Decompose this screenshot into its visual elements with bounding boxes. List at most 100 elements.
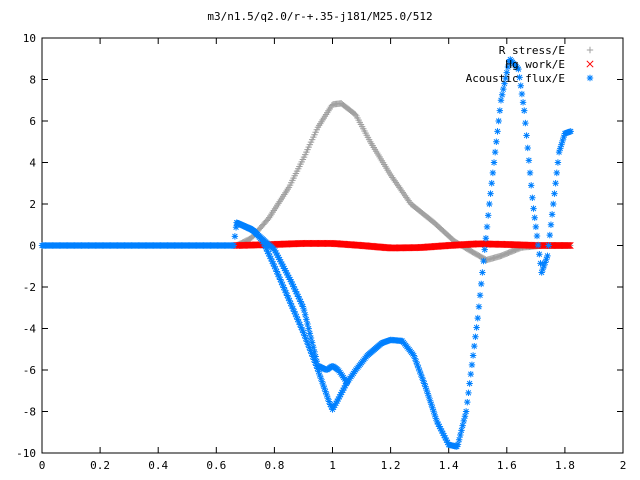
data-point [297, 324, 305, 331]
legend-label: Acoustic flux/E [466, 72, 565, 85]
data-point [552, 180, 559, 187]
data-point [483, 223, 491, 231]
data-point [559, 137, 566, 145]
y-tick-label: 10 [23, 32, 36, 45]
data-point [293, 290, 301, 298]
axes: 0 0.2 0.4 0.6 0.8 1 1.2 1.4 1.6 1.8 2 10 8 6 4 2 0 -2 -4 -6… [16, 32, 626, 472]
data-point [292, 310, 299, 318]
data-point [566, 241, 574, 250]
legend-marker [586, 74, 594, 82]
data-point [297, 298, 304, 305]
data-point [444, 439, 451, 446]
data-point [304, 320, 311, 328]
data-point [296, 295, 303, 303]
data-point [521, 107, 528, 114]
data-point [294, 316, 301, 323]
data-point [412, 358, 420, 365]
data-point [546, 231, 553, 239]
data-point [267, 255, 275, 262]
data-point [485, 212, 492, 219]
data-point [232, 224, 240, 231]
data-point [457, 431, 464, 439]
data-point [322, 388, 329, 395]
data-point [522, 119, 529, 127]
data-point [419, 377, 427, 384]
data-point [273, 268, 280, 275]
data-point [323, 391, 330, 399]
data-point [308, 350, 315, 357]
data-point [417, 370, 425, 378]
x-tick-label: 0 [39, 459, 46, 472]
data-point [564, 241, 572, 250]
data-point [489, 169, 497, 177]
data-point [315, 368, 322, 375]
x-tick-label: 1.8 [555, 459, 575, 472]
data-point [280, 284, 287, 291]
data-point [473, 324, 480, 331]
x-tick-label: 2 [620, 459, 627, 472]
data-point [292, 288, 300, 295]
data-point [464, 398, 471, 406]
data-point [545, 242, 552, 249]
data-point [530, 205, 537, 212]
data-point [540, 262, 548, 270]
data-point [268, 258, 276, 265]
data-point [465, 389, 472, 397]
data-point [310, 344, 317, 351]
y-tick-label: 8 [29, 74, 36, 87]
x-tick-label: 0.8 [264, 459, 284, 472]
data-point [567, 128, 574, 135]
data-point [290, 283, 297, 290]
data-point [461, 413, 469, 420]
data-point [282, 267, 289, 274]
data-point [479, 269, 486, 276]
data-point [411, 355, 419, 362]
data-point [543, 255, 550, 263]
data-point [295, 318, 303, 326]
data-point [518, 90, 526, 98]
data-point [497, 97, 505, 104]
data-point [524, 144, 531, 152]
y-tick-label: 6 [29, 115, 36, 128]
data-point [439, 430, 447, 437]
x-tick-label: 1.4 [439, 459, 459, 472]
data-point [523, 132, 530, 139]
data-point [303, 338, 311, 345]
data-point [537, 260, 544, 267]
data-point [342, 382, 349, 389]
data-point [329, 406, 336, 413]
data-point [491, 148, 499, 156]
data-point [263, 245, 270, 253]
data-point [482, 235, 490, 242]
data-point [325, 398, 333, 405]
data-point [286, 297, 293, 304]
data-point [525, 157, 533, 164]
data-point [503, 69, 510, 76]
data-point [440, 432, 448, 439]
data-point [458, 427, 465, 434]
data-point [272, 265, 279, 273]
data-point [290, 308, 298, 315]
data-point [416, 367, 423, 375]
data-point [490, 159, 498, 166]
data-point [275, 254, 282, 261]
data-point [300, 306, 308, 314]
series-2 [38, 56, 574, 450]
data-point [265, 250, 272, 257]
data-point [453, 443, 461, 450]
data-point [291, 285, 298, 293]
data-point [426, 397, 434, 404]
data-point [544, 252, 551, 260]
data-point [340, 384, 348, 392]
y-tick-label: 0 [29, 240, 36, 253]
data-point [301, 311, 309, 318]
data-point [459, 422, 466, 429]
data-point [553, 169, 560, 177]
data-point [502, 74, 509, 82]
data-point [421, 380, 428, 387]
data-point [331, 402, 339, 409]
data-point [301, 332, 308, 339]
x-tick-label: 0.4 [148, 459, 168, 472]
data-point [437, 425, 444, 432]
